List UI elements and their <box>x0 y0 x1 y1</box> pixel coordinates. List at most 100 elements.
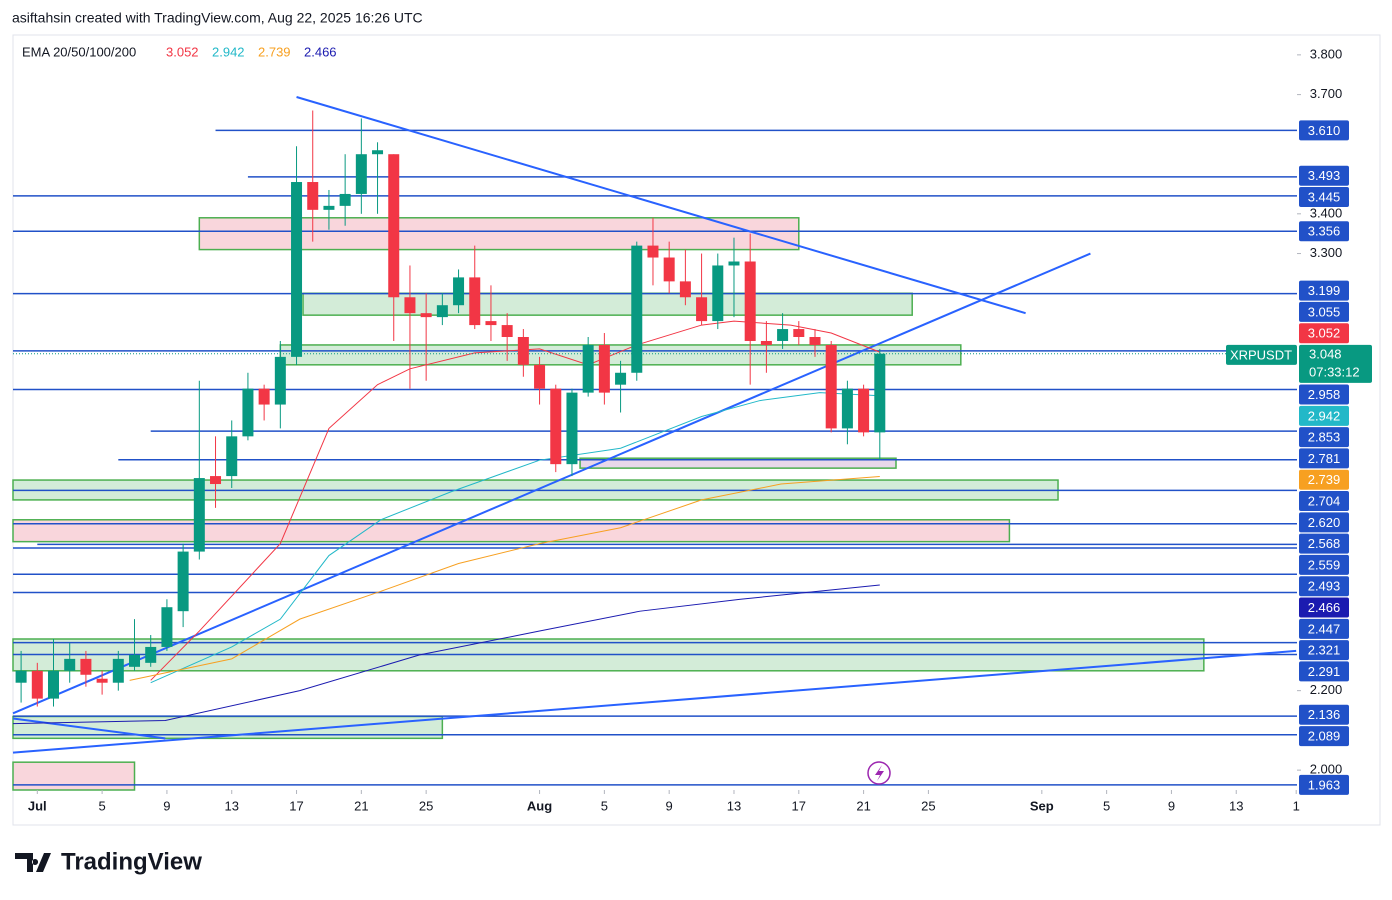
zone <box>12 519 1011 543</box>
y-tick-label: 3.400 <box>1310 205 1343 220</box>
candle-body <box>96 678 108 683</box>
ema-line <box>150 320 880 681</box>
candle-body <box>258 388 270 405</box>
candle-body <box>712 265 724 322</box>
last-price-bg <box>1299 344 1372 383</box>
level-label: 1.963 <box>1299 774 1349 795</box>
candle-body <box>825 344 837 429</box>
logo: TradingView <box>15 848 202 875</box>
level-label-text: 3.356 <box>1308 224 1341 239</box>
candle-body <box>728 261 740 266</box>
indicator-value: 3.052 <box>166 44 199 59</box>
level-label: 3.055 <box>1299 301 1349 322</box>
chart-frame <box>12 34 1381 826</box>
countdown-text: 07:33:12 <box>1309 364 1360 379</box>
level-label: 3.445 <box>1299 187 1349 208</box>
x-tick-label: 9 <box>163 798 170 813</box>
level-label-bg <box>1299 726 1349 747</box>
x-tick-label: 17 <box>792 798 806 813</box>
indicator-value: 2.739 <box>258 44 291 59</box>
level-label-text: 3.445 <box>1308 189 1341 204</box>
candle-body <box>388 154 400 298</box>
level-label-bg <box>1299 618 1349 639</box>
zone <box>198 217 800 251</box>
candle-body <box>436 305 448 318</box>
ema-label-text: 2.739 <box>1308 472 1341 487</box>
candle-body <box>679 281 691 298</box>
y-tick-label: 3.800 <box>1310 46 1343 61</box>
level-label-text: 2.447 <box>1308 621 1341 636</box>
x-tick-label: 21 <box>856 798 870 813</box>
level-label-bg <box>1299 187 1349 208</box>
candle-body <box>663 257 675 282</box>
level-label-bg <box>1299 661 1349 682</box>
level-label: 3.356 <box>1299 221 1349 242</box>
candle-body <box>777 329 789 341</box>
x-tick-label: 13 <box>727 798 741 813</box>
x-tick-label: Sep <box>1030 798 1054 813</box>
candle-body <box>291 182 303 357</box>
ema-line <box>150 392 880 684</box>
lightning-icon <box>867 761 891 785</box>
x-tick-label: Aug <box>527 798 552 813</box>
candle-body <box>129 654 141 667</box>
candle-body <box>696 297 708 322</box>
level-label-text: 2.568 <box>1308 536 1341 551</box>
level-label: 2.704 <box>1299 491 1349 512</box>
header: asiftahsin created with TradingView.com,… <box>12 10 423 26</box>
candle-body <box>145 646 157 663</box>
level-label-text: 2.559 <box>1308 557 1341 572</box>
x-tick-label: 13 <box>224 798 238 813</box>
candle-body <box>631 245 643 373</box>
ema-label-text: 3.052 <box>1308 326 1341 341</box>
x-tick-label: 17 <box>289 798 303 813</box>
candle-body <box>793 329 805 337</box>
last-price-text: 3.048 <box>1309 346 1342 361</box>
candle-body <box>534 364 546 389</box>
level-label: 2.493 <box>1299 576 1349 597</box>
x-tick-label: 25 <box>921 798 935 813</box>
level-label-text: 2.781 <box>1308 451 1341 466</box>
x-tick-label: Jul <box>28 798 47 813</box>
candle-body <box>598 344 610 393</box>
level-label-text: 2.136 <box>1308 707 1341 722</box>
indicator-value: 2.942 <box>212 44 245 59</box>
ema-label: 2.739 <box>1299 469 1349 490</box>
level-label: 3.199 <box>1299 280 1349 301</box>
level-label: 2.620 <box>1299 512 1349 533</box>
level-label: 2.853 <box>1299 427 1349 448</box>
candle-body <box>339 193 351 206</box>
y-tick-label: 2.200 <box>1310 682 1343 697</box>
candle-body <box>80 658 92 675</box>
candle-body <box>355 154 367 194</box>
candle-body <box>469 277 481 326</box>
level-label-text: 2.089 <box>1308 729 1341 744</box>
x-tick-label: 9 <box>666 798 673 813</box>
candle-body <box>582 344 594 393</box>
level-label: 2.136 <box>1299 704 1349 725</box>
indicator-value: 2.466 <box>304 44 337 59</box>
y-tick-label: 3.300 <box>1310 245 1343 260</box>
symbol-bg <box>1226 344 1297 365</box>
candle-body <box>307 182 319 210</box>
ema-label-bg <box>1299 323 1349 344</box>
candle-body <box>453 277 465 306</box>
x-tick-label: 1 <box>1293 798 1300 813</box>
level-label-text: 3.493 <box>1308 168 1341 183</box>
candle-body <box>615 372 627 385</box>
candle-body <box>420 313 432 318</box>
candle-body <box>48 670 60 699</box>
level-label-text: 2.620 <box>1308 515 1341 530</box>
ema-label-text: 2.466 <box>1308 600 1341 615</box>
candle-body <box>647 245 659 258</box>
level-label-text: 2.853 <box>1308 430 1341 445</box>
level-label-bg <box>1299 533 1349 554</box>
level-label: 3.493 <box>1299 165 1349 186</box>
ema-label-bg <box>1299 469 1349 490</box>
level-label: 2.089 <box>1299 726 1349 747</box>
candle-body <box>64 658 76 671</box>
candle-body <box>858 388 870 433</box>
candle-body <box>501 325 513 337</box>
last-price: XRPUSDT 3.048 07:33:12 <box>1226 344 1372 383</box>
